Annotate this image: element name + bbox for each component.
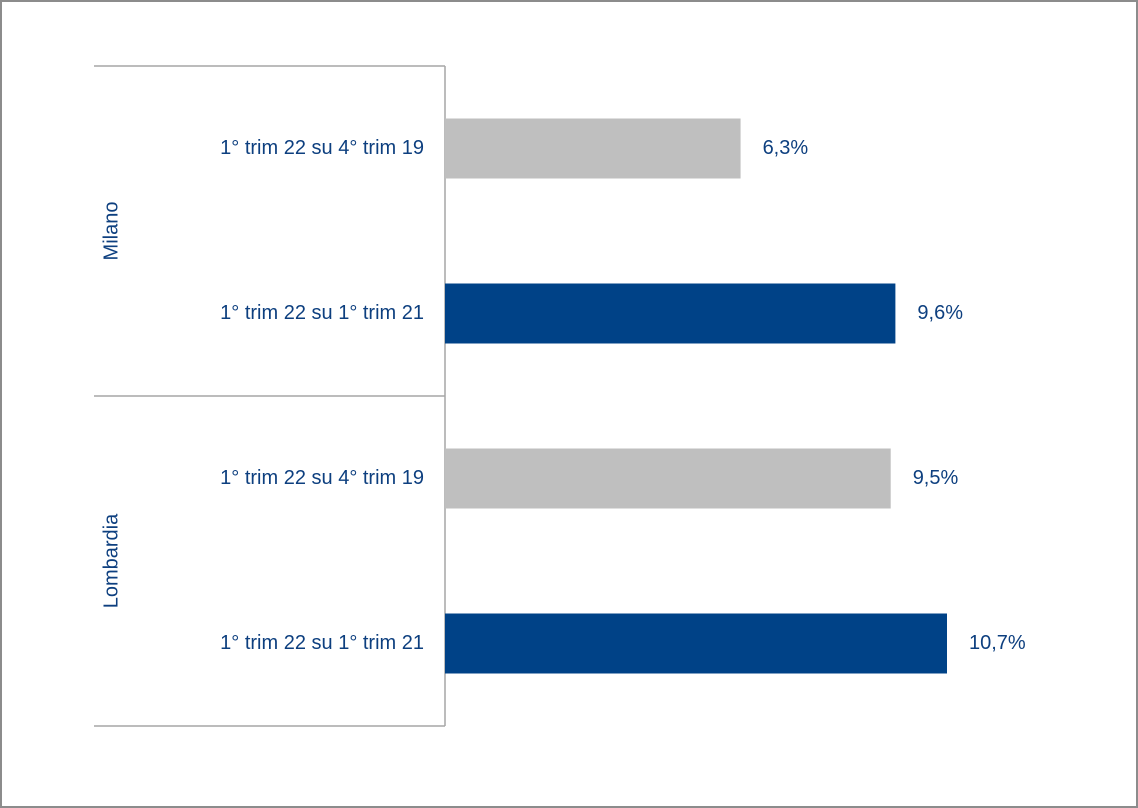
category-label: 1° trim 22 su 1° trim 21 bbox=[220, 632, 424, 654]
category-label: 1° trim 22 su 1° trim 21 bbox=[220, 302, 424, 324]
group-label: Milano bbox=[100, 202, 122, 261]
value-label: 9,6% bbox=[917, 302, 963, 324]
value-label: 9,5% bbox=[913, 467, 959, 489]
bar bbox=[445, 448, 891, 509]
bar bbox=[445, 613, 947, 674]
group-label: Lombardia bbox=[100, 513, 122, 608]
value-label: 10,7% bbox=[969, 632, 1026, 654]
bar bbox=[445, 118, 741, 179]
category-label: 1° trim 22 su 4° trim 19 bbox=[220, 467, 424, 489]
value-label: 6,3% bbox=[763, 137, 809, 159]
category-label: 1° trim 22 su 4° trim 19 bbox=[220, 137, 424, 159]
bar bbox=[445, 283, 896, 344]
